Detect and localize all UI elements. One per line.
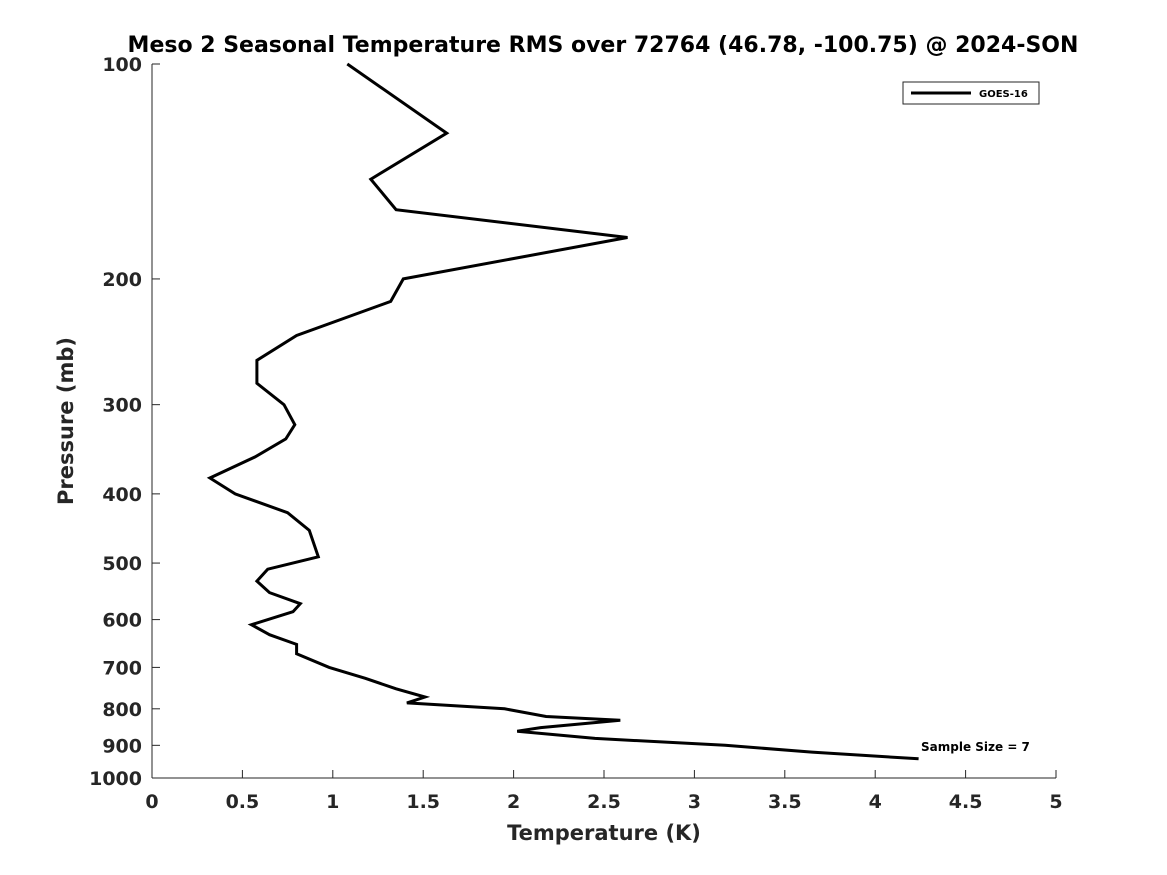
x-tick-label: 1.5 (406, 791, 440, 813)
legend: GOES-16 (902, 81, 1040, 105)
y-tick-label: 600 (102, 610, 142, 632)
y-tick-label: 1000 (89, 768, 142, 790)
series-layer (206, 62, 919, 761)
x-tick-label: 0 (145, 791, 158, 813)
y-tick-label: 200 (102, 269, 142, 291)
x-tick-label: 3 (688, 791, 701, 813)
x-tick-label: 5 (1049, 791, 1062, 813)
x-tick-label: 0.5 (226, 791, 260, 813)
y-tick-label: 300 (102, 395, 142, 417)
x-tick-label: 2 (507, 791, 520, 813)
x-tick-label: 1 (326, 791, 339, 813)
x-axis-label: Temperature (K) (507, 821, 701, 845)
x-tick-label: 4 (869, 791, 882, 813)
y-axis-label: Pressure (mb) (54, 337, 78, 505)
x-ticks: 0 0.5 1 1.5 2 2.5 3 3.5 4 4.5 5 (145, 770, 1063, 813)
y-tick-label: 900 (102, 735, 142, 757)
x-tick-label: 3.5 (768, 791, 802, 813)
y-tick-label: 500 (102, 553, 142, 575)
x-tick-label: 4.5 (949, 791, 983, 813)
x-tick-label: 2.5 (587, 791, 621, 813)
sample-size-annotation: Sample Size = 7 (921, 740, 1030, 754)
y-tick-label: 400 (102, 484, 142, 506)
series-line-goes16 (206, 62, 919, 761)
chart-title: Meso 2 Seasonal Temperature RMS over 727… (128, 33, 1079, 58)
y-tick-label: 100 (102, 54, 142, 76)
legend-entry-goes16: GOES-16 (979, 89, 1028, 100)
y-tick-label: 700 (102, 657, 142, 679)
y-ticks: 100 200 300 400 500 600 700 800 900 1000 (89, 54, 160, 790)
y-tick-label: 800 (102, 699, 142, 721)
axes (151, 64, 1056, 779)
